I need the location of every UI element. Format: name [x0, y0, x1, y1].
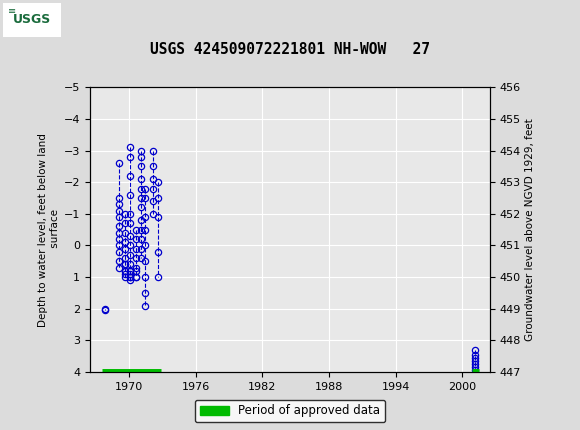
FancyBboxPatch shape: [3, 3, 61, 37]
Legend: Period of approved data: Period of approved data: [195, 399, 385, 422]
Y-axis label: Depth to water level, feet below land
 surface: Depth to water level, feet below land su…: [38, 133, 60, 326]
Text: USGS 424509072221801 NH-WOW   27: USGS 424509072221801 NH-WOW 27: [150, 42, 430, 57]
Text: ≡: ≡: [8, 6, 16, 16]
Y-axis label: Groundwater level above NGVD 1929, feet: Groundwater level above NGVD 1929, feet: [525, 118, 535, 341]
Text: USGS: USGS: [13, 13, 51, 27]
